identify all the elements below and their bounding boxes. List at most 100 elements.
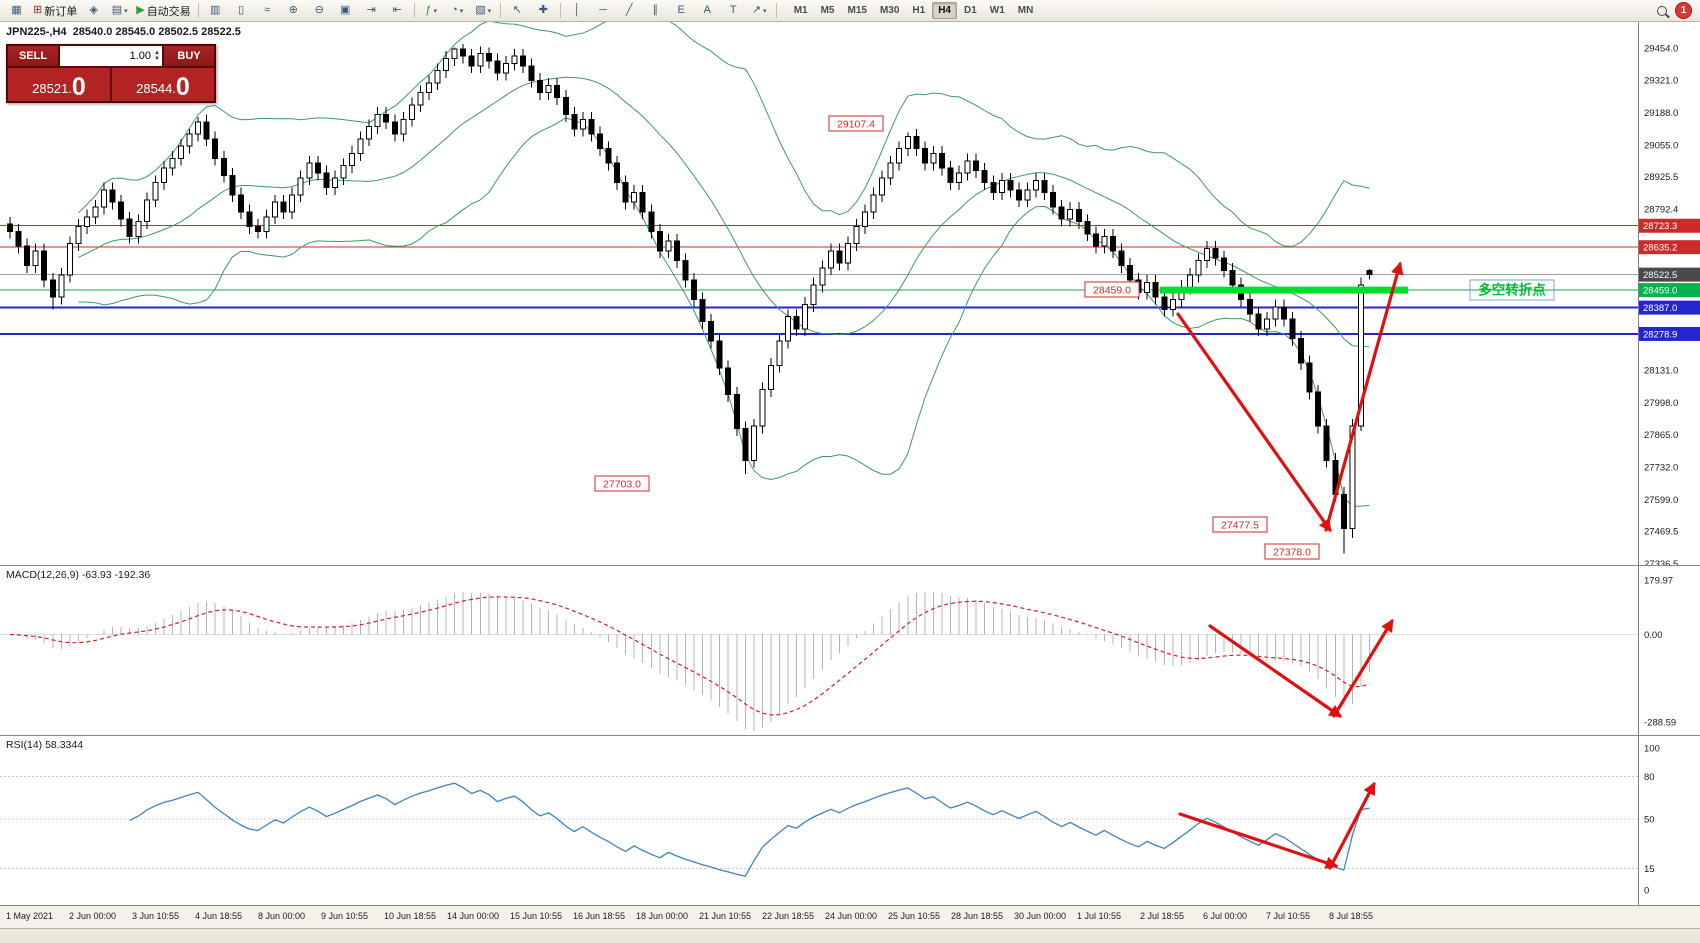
- svg-text:27469.5: 27469.5: [1644, 527, 1678, 538]
- tile-windows-icon[interactable]: ▣: [333, 1, 358, 21]
- indicators-add-icon[interactable]: ƒ ▾: [419, 1, 444, 21]
- time-axis-label: 18 Jun 00:00: [636, 911, 689, 921]
- search-icon[interactable]: [1657, 5, 1667, 16]
- text-label-icon[interactable]: T: [721, 1, 746, 21]
- svg-text:27998.0: 27998.0: [1644, 398, 1678, 409]
- time-axis[interactable]: 1 May 2021 2 Jun 00:00 3 Jun 10:55 4 Jun 18…: [0, 906, 1700, 928]
- one-click-trading-panel: SELL 1.00 ▲ ▼ BUY 28521. 0 28544. 0: [6, 44, 216, 103]
- svg-text:28723.3: 28723.3: [1643, 221, 1677, 232]
- notifications-badge[interactable]: 1: [1675, 2, 1692, 19]
- new-order-button[interactable]: ⊞ 新订单: [30, 1, 80, 21]
- svg-text:多空转折点: 多空转折点: [1478, 282, 1546, 298]
- macd-trend-arrows[interactable]: [1208, 618, 1394, 718]
- time-axis-label: 2 Jul 18:55: [1140, 911, 1185, 921]
- svg-text:28278.9: 28278.9: [1643, 329, 1677, 340]
- profiles-icon: ▤: [111, 4, 123, 16]
- marketwatch-icon[interactable]: ◈: [81, 1, 106, 21]
- timeframe-h1[interactable]: H1: [912, 5, 926, 16]
- macd-histogram: [18, 591, 1370, 732]
- time-axis-label: 28 Jun 18:55: [951, 911, 1004, 921]
- periods-icon: ◔: [451, 4, 458, 16]
- cursor-icon[interactable]: ↖: [505, 1, 530, 21]
- timeframe-w1[interactable]: W1: [989, 5, 1005, 16]
- profiles-icon[interactable]: ▤ ▾: [107, 1, 132, 21]
- trendline-icon[interactable]: ╱: [617, 1, 642, 21]
- timeframe-m5[interactable]: M5: [820, 5, 835, 16]
- equidistant-channel-icon[interactable]: ∥: [643, 1, 668, 21]
- toolbar-separator: [499, 3, 501, 18]
- rsi-chart[interactable]: 100 80 50 15 0: [0, 736, 1700, 905]
- charts-window-icon[interactable]: ▦: [4, 1, 29, 21]
- toolbar-right-group: 1: [1657, 2, 1696, 19]
- line-mode-icon[interactable]: ≈: [255, 1, 280, 21]
- fibonacci-icon: E: [677, 4, 685, 16]
- zoom-out-icon[interactable]: ⊖: [307, 1, 332, 21]
- svg-text:50: 50: [1644, 815, 1655, 826]
- time-axis-label: 25 Jun 10:55: [888, 911, 941, 921]
- indicators-add-icon: ƒ: [425, 4, 432, 16]
- macd-chart[interactable]: 179.97 0.00 -288.59: [0, 566, 1700, 735]
- candles-mode-icon[interactable]: ▯: [229, 1, 254, 21]
- autotrading-button[interactable]: ▶ 自动交易: [133, 1, 193, 21]
- crosshair-icon[interactable]: ✚: [531, 1, 556, 21]
- auto-scroll-icon[interactable]: ⇥: [359, 1, 384, 21]
- templates-icon: ▧: [475, 4, 486, 16]
- buy-price-big: 0: [175, 73, 190, 101]
- svg-text:28522.5: 28522.5: [1643, 270, 1677, 281]
- timeframe-m30[interactable]: M30: [879, 5, 900, 16]
- chart-annotations: 29107.4 28459.0 27703.0 27477.5 27378.0 多空转折点: [594, 115, 1555, 560]
- templates-icon[interactable]: ▧ ▾: [471, 1, 496, 21]
- sell-price-display[interactable]: 28521. 0: [7, 67, 111, 102]
- buy-price-display[interactable]: 28544. 0: [111, 67, 215, 102]
- svg-text:28459.0: 28459.0: [1643, 286, 1677, 297]
- volume-up-icon[interactable]: ▲: [154, 50, 160, 56]
- marketwatch-icon: ◈: [89, 4, 98, 16]
- autotrading-icon: ▶: [136, 4, 145, 16]
- svg-text:27732.0: 27732.0: [1644, 463, 1678, 474]
- text-icon[interactable]: A: [695, 1, 720, 21]
- svg-text:27477.5: 27477.5: [1221, 520, 1259, 532]
- time-axis-label: 21 Jun 10:55: [699, 911, 752, 921]
- horizontal-line-icon[interactable]: ─: [591, 1, 616, 21]
- timeframe-d1[interactable]: D1: [964, 5, 977, 16]
- bars-mode-icon[interactable]: ▥: [203, 1, 228, 21]
- time-axis-label: 4 Jun 18:55: [195, 911, 243, 921]
- timeframe-m15[interactable]: M15: [847, 5, 867, 16]
- rsi-trend-arrows[interactable]: [1178, 781, 1376, 870]
- time-axis-label: 2 Jun 00:00: [69, 911, 117, 921]
- timeframe-h4[interactable]: H4: [932, 2, 957, 19]
- toolbar-button-group: ▦ ⊞ 新订单 ◈ ▤ ▾ ▶ 自动交易 ▥ ▯ ≈ ⊕ ⊖ ▣ ⇥ ⇤ ƒ ▾ ◔ ▾ ▧ ▾ ↖ ✚ │ ─ ╱ ∥ E A T ↗ ▾: [4, 1, 780, 21]
- sell-price-big: 0: [71, 73, 86, 101]
- svg-text:28635.2: 28635.2: [1643, 243, 1677, 254]
- buy-button[interactable]: BUY: [163, 45, 215, 67]
- fibonacci-icon[interactable]: E: [669, 1, 694, 21]
- volume-stepper[interactable]: ▲ ▼: [154, 50, 160, 62]
- candlesticks: [7, 43, 1373, 554]
- timeframe-mn[interactable]: MN: [1017, 5, 1034, 16]
- svg-text:29188.0: 29188.0: [1644, 108, 1678, 119]
- periods-icon[interactable]: ◔ ▾: [445, 1, 470, 21]
- time-axis-label: 10 Jun 18:55: [384, 911, 437, 921]
- time-axis-label: 3 Jun 10:55: [132, 911, 180, 921]
- volume-input[interactable]: 1.00 ▲ ▼: [59, 45, 163, 67]
- sell-button[interactable]: SELL: [7, 45, 59, 67]
- chart-shift-icon[interactable]: ⇤: [385, 1, 410, 21]
- time-axis-label: 6 Jul 00:00: [1203, 911, 1248, 921]
- chevron-down-icon: ▾: [487, 7, 492, 15]
- volume-down-icon[interactable]: ▼: [154, 56, 160, 62]
- chevron-down-icon: ▾: [433, 7, 437, 15]
- timeframe-m1[interactable]: M1: [793, 5, 808, 16]
- price-axis[interactable]: 29454.0 29321.0 29188.0 29055.0 28925.5 28792…: [1639, 43, 1700, 565]
- svg-text:28925.5: 28925.5: [1644, 172, 1678, 183]
- vertical-line-icon[interactable]: │: [565, 1, 590, 21]
- toolbar-separator: [775, 3, 777, 18]
- candlestick-chart[interactable]: 29107.4 28459.0 27703.0 27477.5 27378.0 多空转折点…: [0, 22, 1700, 565]
- time-axis-label: 8 Jun 00:00: [258, 911, 306, 921]
- macd-signal-line: [9, 596, 1370, 716]
- trend-arrows[interactable]: [1176, 261, 1404, 533]
- arrows-tool-icon[interactable]: ↗ ▾: [747, 1, 772, 21]
- zoom-in-icon[interactable]: ⊕: [281, 1, 306, 21]
- equidistant-channel-icon: ∥: [652, 4, 658, 16]
- toolbar-separator: [559, 3, 561, 18]
- chevron-down-icon: ▾: [459, 7, 464, 15]
